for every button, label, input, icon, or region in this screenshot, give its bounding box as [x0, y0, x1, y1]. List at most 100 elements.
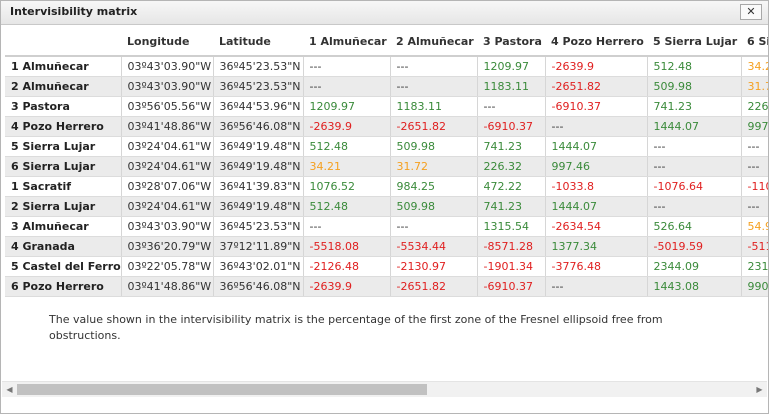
matrix-viewport[interactable]: Longitude Latitude 1 Almuñecar 2 Almuñecar 3…: [5, 27, 768, 381]
matrix-value-cell: -2126.48: [303, 256, 391, 277]
matrix-value-cell: 741.23: [477, 136, 546, 157]
matrix-value-cell: 512.48: [303, 136, 391, 157]
matrix-value-cell: -2639.9: [303, 276, 391, 297]
matrix-value-cell: 1183.11: [477, 76, 546, 97]
table-row[interactable]: 5 Castel del Ferro 03º22'05.78"W 36º43'02.…: [5, 256, 768, 277]
longitude-cell: 03º56'05.56"W: [121, 96, 214, 117]
table-row[interactable]: 5 Sierra Lujar 03º24'04.61"W 36º49'19.48"N…: [5, 136, 768, 157]
matrix-value-cell: -2651.82: [390, 116, 478, 137]
matrix-value-cell: -6910.37: [545, 96, 648, 117]
matrix-value-cell: -2639.9: [545, 56, 648, 77]
close-button[interactable]: ✕: [740, 4, 762, 20]
matrix-value-cell: 1076.52: [303, 176, 391, 197]
matrix-value-cell: 54.9: [741, 216, 768, 237]
latitude-cell: 36º49'19.48"N: [213, 136, 304, 157]
longitude-cell: 03º43'03.90"W: [121, 216, 214, 237]
table-row[interactable]: 1 Almuñecar 03º43'03.90"W 36º45'23.53"N ---…: [5, 56, 768, 77]
matrix-value-cell: 997.46: [741, 116, 768, 137]
matrix-value-cell: -1033.8: [545, 176, 648, 197]
matrix-value-cell: -6910.37: [477, 276, 546, 297]
scrollbar-thumb[interactable]: [17, 384, 427, 395]
column-header: Longitude: [121, 27, 213, 57]
longitude-cell: 03º24'04.61"W: [121, 136, 214, 157]
matrix-value-cell: ---: [477, 96, 546, 117]
matrix-value-cell: -2651.82: [390, 276, 478, 297]
latitude-cell: 36º45'23.53"N: [213, 56, 304, 77]
matrix-value-cell: ---: [303, 56, 391, 77]
matrix-value-cell: 526.64: [647, 216, 742, 237]
matrix-value-cell: ---: [545, 116, 648, 137]
matrix-value-cell: 984.25: [390, 176, 478, 197]
longitude-cell: 03º28'07.06"W: [121, 176, 214, 197]
matrix-value-cell: -5534.44: [390, 236, 478, 257]
matrix-value-cell: 1209.97: [303, 96, 391, 117]
matrix-value-cell: 2312: [741, 256, 768, 277]
dialog-titlebar[interactable]: Intervisibility matrix ✕: [1, 1, 768, 25]
matrix-value-cell: 31.72: [390, 156, 478, 177]
site-name-cell: 5 Castel del Ferro: [5, 256, 122, 277]
matrix-value-cell: 509.98: [390, 196, 478, 217]
dialog-title: Intervisibility matrix: [10, 5, 138, 18]
matrix-value-cell: 2344.09: [647, 256, 742, 277]
matrix-value-cell: -1901.34: [477, 256, 546, 277]
matrix-value-cell: ---: [647, 156, 742, 177]
longitude-cell: 03º43'03.90"W: [121, 56, 214, 77]
latitude-cell: 36º56'46.08"N: [213, 276, 304, 297]
fresnel-note: The value shown in the intervisibility m…: [49, 313, 663, 342]
matrix-value-cell: ---: [647, 136, 742, 157]
matrix-value-cell: 34.21: [741, 56, 768, 77]
longitude-cell: 03º43'03.90"W: [121, 76, 214, 97]
site-name-cell: 3 Pastora: [5, 96, 122, 117]
matrix-value-cell: 1315.54: [477, 216, 546, 237]
matrix-value-cell: 226.32: [741, 96, 768, 117]
latitude-cell: 36º45'23.53"N: [213, 76, 304, 97]
column-header-site: [5, 27, 121, 57]
matrix-value-cell: 226.32: [477, 156, 546, 177]
table-row[interactable]: 6 Sierra Lujar 03º24'04.61"W 36º49'19.48"N…: [5, 156, 768, 177]
latitude-cell: 36º56'46.08"N: [213, 116, 304, 137]
matrix-value-cell: -8571.28: [477, 236, 546, 257]
matrix-value-cell: -2651.82: [545, 76, 648, 97]
matrix-value-cell: 1443.08: [647, 276, 742, 297]
longitude-cell: 03º24'04.61"W: [121, 156, 214, 177]
site-name-cell: 2 Almuñecar: [5, 76, 122, 97]
matrix-value-cell: -2130.97: [390, 256, 478, 277]
matrix-value-cell: ---: [545, 276, 648, 297]
table-row[interactable]: 4 Pozo Herrero 03º41'48.86"W 36º56'46.08"N…: [5, 116, 768, 137]
matrix-value-cell: ---: [303, 76, 391, 97]
table-row[interactable]: 2 Sierra Lujar 03º24'04.61"W 36º49'19.48"N…: [5, 196, 768, 217]
matrix-value-cell: -5518.08: [303, 236, 391, 257]
table-row[interactable]: 4 Granada 03º36'20.79"W 37º12'11.89"N -5518…: [5, 236, 768, 257]
matrix-value-cell: 741.23: [477, 196, 546, 217]
longitude-cell: 03º24'04.61"W: [121, 196, 214, 217]
longitude-cell: 03º41'48.86"W: [121, 116, 214, 137]
column-header: 1 Almuñecar: [303, 27, 390, 57]
latitude-cell: 36º49'19.48"N: [213, 196, 304, 217]
scroll-left-icon[interactable]: ◀: [6, 385, 13, 394]
matrix-value-cell: 509.98: [647, 76, 742, 97]
scroll-right-icon[interactable]: ▶: [756, 385, 763, 394]
table-row[interactable]: 2 Almuñecar 03º43'03.90"W 36º45'23.53"N ---…: [5, 76, 768, 97]
matrix-value-cell: -511: [741, 236, 768, 257]
matrix-value-cell: ---: [303, 216, 391, 237]
latitude-cell: 37º12'11.89"N: [213, 236, 304, 257]
latitude-cell: 36º49'19.48"N: [213, 156, 304, 177]
matrix-value-cell: ---: [390, 216, 478, 237]
matrix-value-cell: 34.21: [303, 156, 391, 177]
table-row[interactable]: 6 Pozo Herrero 03º41'48.86"W 36º56'46.08"N…: [5, 276, 768, 297]
matrix-value-cell: -110: [741, 176, 768, 197]
table-row[interactable]: 3 Almuñecar 03º43'03.90"W 36º45'23.53"N ---…: [5, 216, 768, 237]
matrix-value-cell: 1209.97: [477, 56, 546, 77]
horizontal-scrollbar[interactable]: ◀ ▶: [2, 381, 767, 397]
site-name-cell: 6 Pozo Herrero: [5, 276, 122, 297]
latitude-cell: 36º45'23.53"N: [213, 216, 304, 237]
matrix-value-cell: -3776.48: [545, 256, 648, 277]
site-name-cell: 4 Granada: [5, 236, 122, 257]
site-name-cell: 6 Sierra Lujar: [5, 156, 122, 177]
table-row[interactable]: 3 Pastora 03º56'05.56"W 36º44'53.96"N 1209.…: [5, 96, 768, 117]
column-header: 3 Pastora: [477, 27, 545, 57]
matrix-value-cell: ---: [390, 56, 478, 77]
matrix-value-cell: -5019.59: [647, 236, 742, 257]
longitude-cell: 03º36'20.79"W: [121, 236, 214, 257]
table-row[interactable]: 1 Sacratif 03º28'07.06"W 36º41'39.83"N 1076…: [5, 176, 768, 197]
